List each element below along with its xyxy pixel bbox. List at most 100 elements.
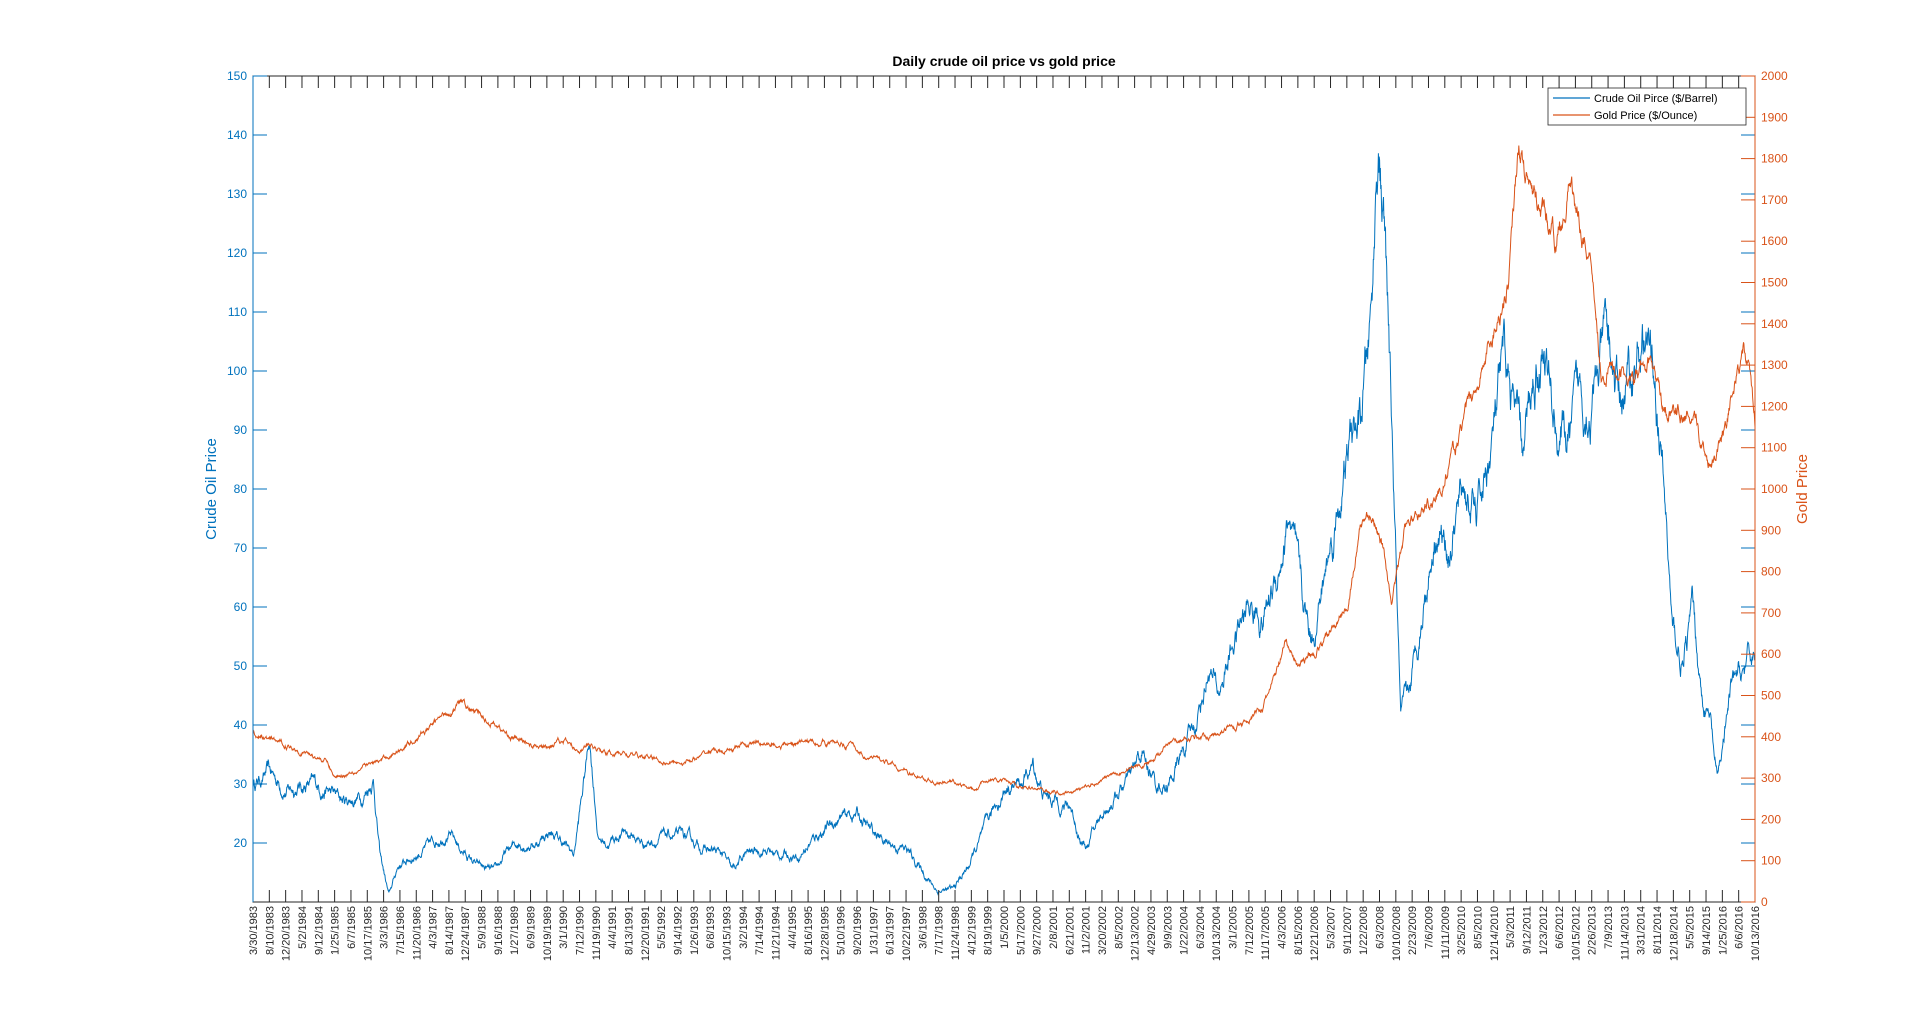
y-left-tick-label: 140	[227, 128, 247, 142]
series-line-gold	[252, 145, 1756, 796]
x-tick-label: 12/24/1987	[460, 906, 472, 961]
series-line-crude-oil	[252, 153, 1756, 896]
legend-label-gold: Gold Price ($/Ounce)	[1594, 110, 1697, 122]
y-right-tick-label: 300	[1761, 771, 1781, 785]
x-tick-label: 2/8/2001	[1048, 906, 1060, 949]
x-tick-label: 9/12/1984	[313, 906, 325, 955]
y-left-tick-label: 50	[234, 659, 248, 673]
x-tick-label: 4/4/1995	[787, 906, 799, 949]
x-tick-label: 4/12/1999	[966, 906, 978, 955]
y-right-tick-label: 600	[1761, 647, 1781, 661]
x-tick-label: 6/3/2008	[1375, 906, 1387, 949]
x-tick-label: 3/31/2014	[1636, 906, 1648, 955]
x-tick-label: 7/12/1990	[575, 906, 587, 955]
y-right-tick-label: 1400	[1761, 317, 1788, 331]
x-axis: 3/30/1983 8/10/1983 12/20/1983 5/2/1984 9/12…	[248, 76, 1762, 961]
x-tick-label: 6/3/2004	[1195, 906, 1207, 949]
x-tick-label: 10/13/2004	[1211, 906, 1223, 961]
x-tick-label: 4/3/2006	[1277, 906, 1289, 949]
x-tick-label: 11/20/1986	[411, 906, 423, 960]
x-tick-label: 7/6/2009	[1423, 906, 1435, 949]
chart-title: Daily crude oil price vs gold price	[892, 53, 1116, 69]
x-tick-label: 2/26/2013	[1587, 906, 1599, 955]
y-left-tick-label: 110	[228, 305, 247, 319]
x-tick-label: 3/3/1986	[379, 906, 391, 949]
x-tick-label: 7/14/1994	[754, 906, 766, 955]
x-tick-label: 4/29/2003	[1146, 906, 1158, 955]
x-tick-label: 10/22/1997	[901, 906, 913, 961]
x-tick-label: 7/12/2005	[1244, 906, 1256, 955]
x-tick-label: 10/19/1989	[542, 906, 554, 961]
y-axis-left: 20 30 40 50 60 70 80 90 100 110 120 130 140 150	[227, 69, 1755, 902]
y-left-tick-label: 60	[234, 600, 248, 614]
x-tick-label: 8/10/1983	[264, 906, 276, 955]
x-tick-label: 11/14/2013	[1619, 906, 1631, 960]
x-tick-label: 8/15/2006	[1293, 906, 1305, 955]
y-right-tick-label: 1700	[1761, 193, 1788, 207]
y-left-tick-label: 20	[234, 836, 248, 850]
x-tick-label: 9/14/1992	[672, 906, 684, 955]
y-right-tick-label: 1900	[1761, 110, 1788, 124]
x-tick-label: 1/27/1989	[509, 906, 521, 955]
x-tick-label: 10/15/1993	[721, 906, 733, 961]
x-tick-label: 5/5/2015	[1685, 906, 1697, 949]
y-right-tick-label: 1200	[1761, 399, 1788, 413]
x-tick-label: 7/17/1998	[934, 906, 946, 955]
x-tick-label: 11/19/1990	[591, 906, 603, 960]
y-right-tick-label: 2000	[1761, 69, 1788, 83]
y-right-tick-label: 0	[1761, 895, 1768, 909]
x-tick-label: 3/20/2002	[1097, 906, 1109, 955]
x-tick-label: 1/23/2012	[1538, 906, 1550, 955]
x-tick-label: 1/5/2000	[999, 906, 1011, 949]
x-tick-label: 12/18/2014	[1668, 906, 1680, 961]
x-tick-label: 6/21/2001	[1064, 906, 1076, 955]
x-tick-label: 9/20/1996	[852, 906, 864, 955]
x-tick-label: 5/10/1996	[836, 906, 848, 955]
y-left-label: Crude Oil Price	[203, 438, 220, 540]
x-tick-label: 12/20/1991	[640, 906, 652, 961]
x-tick-label: 9/12/2011	[1521, 906, 1533, 954]
x-tick-label: 5/3/2007	[1326, 906, 1338, 949]
x-tick-label: 10/15/2012	[1570, 906, 1582, 961]
x-tick-label: 10/13/2016	[1750, 906, 1762, 961]
y-right-tick-label: 400	[1761, 730, 1781, 744]
y-right-tick-label: 900	[1761, 523, 1781, 537]
x-tick-label: 1/22/2004	[1179, 906, 1191, 955]
y-left-tick-label: 120	[227, 246, 247, 260]
x-tick-label: 6/13/1997	[885, 906, 897, 955]
y-right-tick-label: 700	[1761, 606, 1781, 620]
x-tick-label: 5/3/2011	[1505, 906, 1517, 948]
x-tick-label: 6/8/1993	[705, 906, 717, 949]
x-tick-label: 6/7/1985	[346, 906, 358, 949]
x-tick-label: 5/9/1988	[477, 906, 489, 949]
x-tick-label: 5/5/1992	[656, 906, 668, 949]
x-tick-label: 8/5/2010	[1472, 906, 1484, 949]
x-tick-label: 8/13/1991	[624, 906, 636, 955]
series-group	[252, 145, 1756, 896]
x-tick-label: 1/25/2016	[1717, 906, 1729, 955]
x-tick-label: 7/15/1986	[395, 906, 407, 955]
y-right-tick-label: 100	[1761, 854, 1781, 868]
y-right-tick-label: 1300	[1761, 358, 1788, 372]
x-tick-label: 8/19/1999	[983, 906, 995, 955]
x-tick-label: 1/22/2008	[1358, 906, 1370, 955]
legend-box	[1547, 87, 1747, 126]
x-tick-label: 9/11/2007	[1342, 906, 1354, 954]
legend: Crude Oil Pirce ($/Barrel) Gold Price ($…	[1547, 87, 1747, 126]
y-right-tick-label: 1800	[1761, 152, 1788, 166]
x-tick-label: 8/5/2002	[1113, 906, 1125, 949]
x-tick-label: 4/4/1991	[607, 906, 619, 949]
y-right-tick-label: 1000	[1761, 482, 1788, 496]
y-right-tick-label: 200	[1761, 812, 1781, 826]
x-tick-label: 6/6/2012	[1554, 906, 1566, 949]
y-left-tick-label: 80	[234, 482, 248, 496]
y-left-tick-label: 130	[227, 187, 247, 201]
x-tick-label: 12/20/1983	[281, 906, 293, 961]
x-tick-label: 4/3/1987	[428, 906, 440, 949]
x-tick-label: 12/13/2002	[1130, 906, 1142, 961]
x-tick-label: 3/2/1994	[738, 906, 750, 949]
x-tick-label: 3/1/2005	[1228, 906, 1240, 949]
x-tick-label: 1/25/1985	[330, 906, 342, 955]
x-tick-label: 10/17/1985	[362, 906, 374, 961]
